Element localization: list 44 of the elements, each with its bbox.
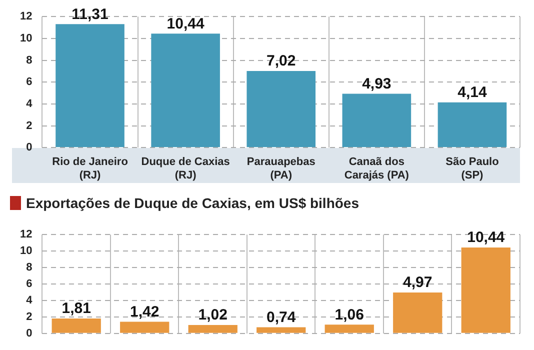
data-label: 10,44 xyxy=(467,229,506,246)
data-label: 4,14 xyxy=(458,84,488,102)
bar xyxy=(188,325,238,333)
bar xyxy=(342,94,412,148)
y-tick-label: 4 xyxy=(26,294,34,306)
bar xyxy=(120,322,170,333)
y-tick-label: 2 xyxy=(26,120,32,132)
bar xyxy=(56,24,124,148)
data-label: 0,74 xyxy=(266,308,296,326)
data-label: 10,44 xyxy=(166,15,205,32)
y-tick-label: 8 xyxy=(26,262,32,274)
bar xyxy=(246,70,316,148)
y-tick-label: 12 xyxy=(20,10,32,23)
y-tick-label: 6 xyxy=(26,278,32,290)
y-tick-label: 6 xyxy=(26,76,32,88)
bar xyxy=(151,34,220,148)
y-tick-label: 2 xyxy=(26,310,32,323)
y-tick-label: 4 xyxy=(26,98,34,110)
bar xyxy=(256,327,306,333)
y-tick-label: 0 xyxy=(26,142,32,154)
data-label: 7,02 xyxy=(266,52,296,70)
y-tick-label: 8 xyxy=(26,54,32,66)
y-tick-label: 0 xyxy=(26,327,32,340)
data-label: 1,81 xyxy=(62,300,91,318)
x-tick-label: Canaã dos Carajás (PA) xyxy=(344,156,410,182)
bar xyxy=(438,102,507,148)
chart-title: Exportações de Duque de Caxias, em US$ bilhões xyxy=(26,195,359,211)
x-tick-label: Rio de Janeiro (RJ) xyxy=(52,156,128,182)
data-label: 1,42 xyxy=(130,303,160,320)
data-label: 4,97 xyxy=(403,274,432,292)
y-tick-label: 10 xyxy=(20,32,32,44)
data-label: 1,02 xyxy=(198,306,228,324)
data-label: 4,93 xyxy=(362,75,392,92)
bar xyxy=(393,292,442,333)
bar xyxy=(52,318,101,333)
x-tick-label: Parauapebas (PA) xyxy=(246,156,316,182)
x-tick-label: São Paulo (SP) xyxy=(446,156,500,182)
data-label: 1,06 xyxy=(334,306,364,324)
data-label: 11,31 xyxy=(72,6,108,23)
x-tick-label: Duque de Caxias (RJ) xyxy=(141,156,230,182)
y-tick-label: 10 xyxy=(20,245,32,258)
bar xyxy=(461,247,510,333)
y-tick-label: 12 xyxy=(20,228,32,241)
bar xyxy=(324,324,374,333)
